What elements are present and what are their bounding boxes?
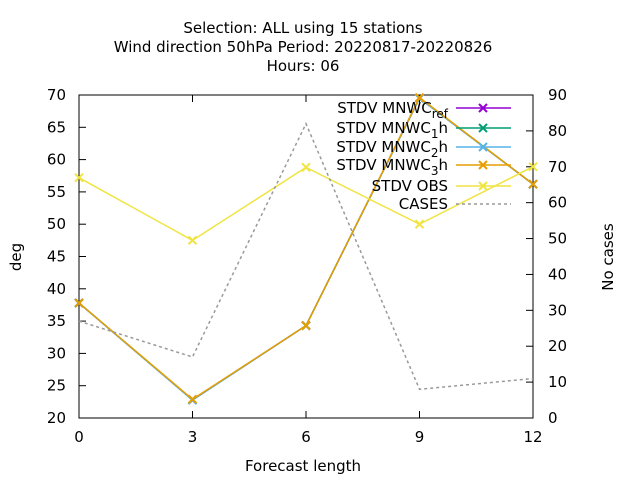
- legend-point: [478, 160, 488, 170]
- legend-label: STDV MNWC1h: [336, 119, 448, 141]
- legend-label: STDV MNWCref: [337, 99, 449, 121]
- series-stdv-mnwc-3h-point: [187, 394, 198, 404]
- x-tick-label: 3: [188, 428, 198, 446]
- y-tick-label: 20: [47, 409, 66, 427]
- y-tick-label: 40: [47, 280, 66, 298]
- y-tick-label: 60: [47, 151, 66, 169]
- x-tick-label: 9: [415, 428, 425, 446]
- legend-label-sub: 3: [431, 164, 439, 178]
- chart-title-line: Hours: 06: [267, 57, 340, 75]
- series-stdv-mnwc-3h-point: [414, 92, 425, 103]
- series-stdv-mnwc-ref-line: [78, 97, 534, 401]
- series-stdv-obs-point: [414, 219, 425, 229]
- series-stdv-obs-point: [528, 161, 538, 172]
- y-tick-label: 70: [47, 86, 66, 104]
- y2-tick-label: 60: [548, 194, 567, 212]
- series-stdv-mnwc-3h-point: [528, 179, 538, 189]
- x-tick-label: 12: [523, 428, 542, 446]
- legend-label-sub: 2: [431, 146, 439, 160]
- y2-tick-label: 0: [548, 409, 558, 427]
- legend-point: [478, 103, 488, 113]
- x-axis-label: Forecast length: [245, 457, 361, 475]
- y2-axis-label: No cases: [599, 223, 617, 291]
- y2-axis-ticks: 0 10 20 30 40 50 60 70 80 90: [526, 86, 567, 427]
- y-tick-label: 45: [47, 248, 66, 266]
- y2-tick-label: 20: [548, 337, 567, 355]
- series-stdv-mnwc-3h-line: [78, 96, 534, 401]
- y2-tick-label: 90: [548, 86, 567, 104]
- series-stdv-mnwc-3h-point: [301, 320, 311, 331]
- plot-border: [78, 94, 534, 419]
- y-tick-label: 25: [47, 377, 66, 395]
- legend-label: STDV OBS: [372, 177, 448, 195]
- legend-label-main: STDV MNWC: [336, 119, 430, 137]
- chart-title-line: Selection: ALL using 15 stations: [183, 19, 422, 37]
- y-axis-ticks: 20 25 30 35 40 45 50 55 60 65 70: [47, 86, 86, 427]
- legend-label-main: STDV MNWC: [336, 156, 430, 174]
- legend-label-main: STDV MNWC: [337, 99, 431, 117]
- y-tick-label: 55: [47, 183, 66, 201]
- series-stdv-mnwc-3h-point: [74, 298, 84, 308]
- legend-label: STDV MNWC2h: [336, 138, 448, 160]
- series-lines: [74, 92, 538, 405]
- legend-label-main: STDV MNWC: [336, 138, 430, 156]
- legend-label-suffix: h: [438, 156, 448, 174]
- legend-label: CASES: [399, 195, 448, 213]
- legend-label-sub: ref: [432, 107, 449, 121]
- legend-label: STDV MNWC3h: [336, 156, 448, 178]
- y-tick-label: 65: [47, 118, 66, 136]
- plot-area: [78, 94, 534, 419]
- series-stdv-obs-point: [301, 162, 311, 173]
- y2-tick-label: 40: [548, 265, 567, 283]
- x-tick-label: 6: [301, 428, 311, 446]
- legend-point: [478, 142, 488, 152]
- series-stdv-obs-point: [187, 235, 198, 246]
- y2-tick-label: 10: [548, 373, 567, 391]
- y-tick-label: 50: [47, 215, 66, 233]
- legend-point: [478, 181, 488, 191]
- x-tick-label: 0: [74, 428, 84, 446]
- legend-label-sub: 1: [431, 127, 439, 141]
- y-axis-label: deg: [7, 243, 25, 271]
- legend-label-main: STDV OBS: [372, 177, 448, 195]
- y2-tick-label: 70: [548, 158, 567, 176]
- x-axis-ticks: 0 3 6 9 12: [74, 95, 543, 446]
- series-stdv-mnwc-2h-line: [78, 97, 534, 401]
- series-cases-line: [78, 121, 534, 391]
- y2-tick-label: 80: [548, 122, 567, 140]
- legend-point: [478, 123, 488, 133]
- legend-label-main: CASES: [399, 195, 448, 213]
- y2-tick-label: 30: [548, 301, 567, 319]
- y-tick-label: 30: [47, 344, 66, 362]
- y2-tick-label: 50: [548, 230, 567, 248]
- series-stdv-mnwc-1h-line: [78, 97, 534, 401]
- series-stdv-obs-point: [74, 172, 84, 183]
- chart-title-line: Wind direction 50hPa Period: 20220817-20…: [114, 38, 493, 56]
- legend-label-suffix: h: [438, 138, 448, 156]
- legend-label-suffix: h: [438, 119, 448, 137]
- y-tick-label: 35: [47, 312, 66, 330]
